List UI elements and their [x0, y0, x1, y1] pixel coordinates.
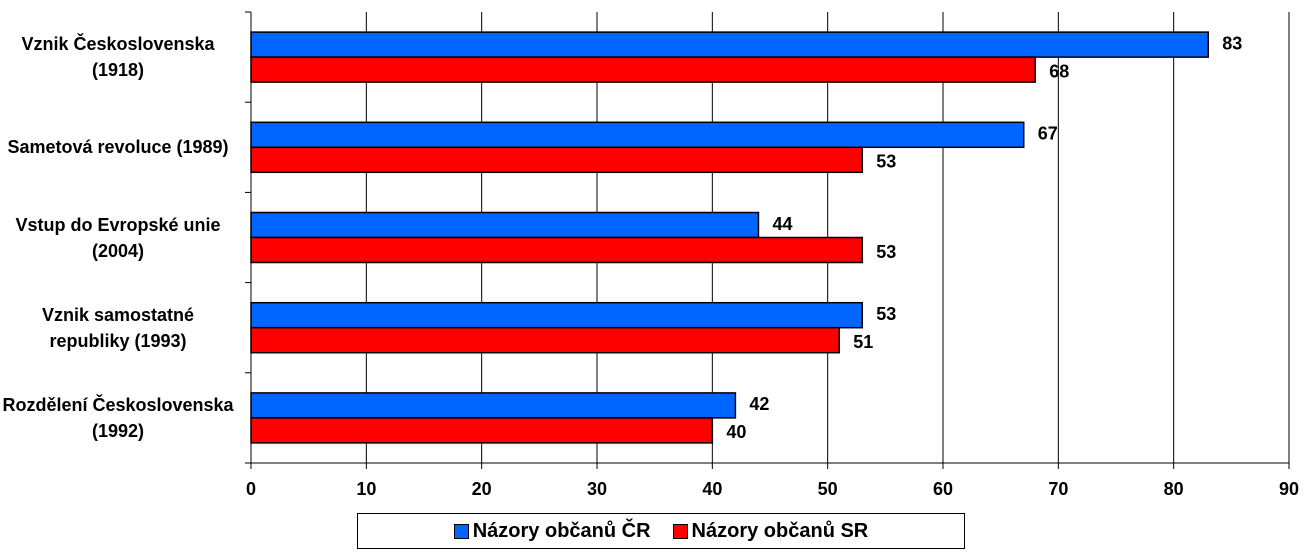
legend: Názory občanů ČR Názory občanů SR — [357, 513, 965, 549]
legend-swatch — [672, 523, 688, 539]
data-label: 51 — [853, 332, 873, 352]
x-tick-label: 30 — [587, 479, 607, 499]
bar — [250, 31, 1210, 58]
legend-label: Názory občanů ČR — [472, 519, 651, 542]
x-tick-label: 90 — [1279, 479, 1299, 499]
x-tick-label: 10 — [356, 479, 376, 499]
bar — [250, 236, 864, 264]
bar — [250, 392, 737, 419]
data-label: 68 — [1049, 61, 1069, 81]
y-tick-label: Rozdělení Československa (1992) — [2, 394, 234, 441]
y-tick-label: Vznik Československa (1918) — [21, 34, 215, 81]
bar — [250, 417, 714, 444]
data-label: 42 — [749, 394, 769, 414]
data-label: 53 — [876, 152, 896, 172]
bar — [250, 146, 864, 174]
y-tick-label: Vstup do Evropské unie (2004) — [15, 214, 221, 261]
x-tick-label: 70 — [1048, 479, 1068, 499]
x-tick-label: 60 — [933, 479, 953, 499]
legend-label: Názory občanů SR — [691, 519, 869, 542]
bar — [250, 56, 1037, 83]
data-label: 53 — [876, 242, 896, 262]
x-tick-label: 50 — [818, 479, 838, 499]
x-tick-label: 20 — [472, 479, 492, 499]
y-tick-label: Sametová revoluce (1989) — [7, 137, 229, 158]
legend-item: Názory občanů ČR — [453, 519, 651, 543]
legend-item: Názory občanů SR — [672, 519, 869, 543]
data-label: 83 — [1222, 33, 1242, 53]
bar — [250, 326, 840, 354]
data-label: 44 — [772, 214, 792, 234]
x-tick-label: 40 — [702, 479, 722, 499]
data-label: 53 — [876, 304, 896, 324]
x-tick-label: 0 — [246, 479, 256, 499]
bar — [250, 121, 1025, 149]
data-label: 67 — [1038, 124, 1058, 144]
bar — [250, 211, 760, 239]
y-tick-label: Vznik samostatné republiky (1993) — [41, 304, 195, 351]
bar — [250, 301, 864, 329]
legend-swatch — [453, 523, 469, 539]
x-tick-label: 80 — [1164, 479, 1184, 499]
data-label: 40 — [726, 422, 746, 442]
